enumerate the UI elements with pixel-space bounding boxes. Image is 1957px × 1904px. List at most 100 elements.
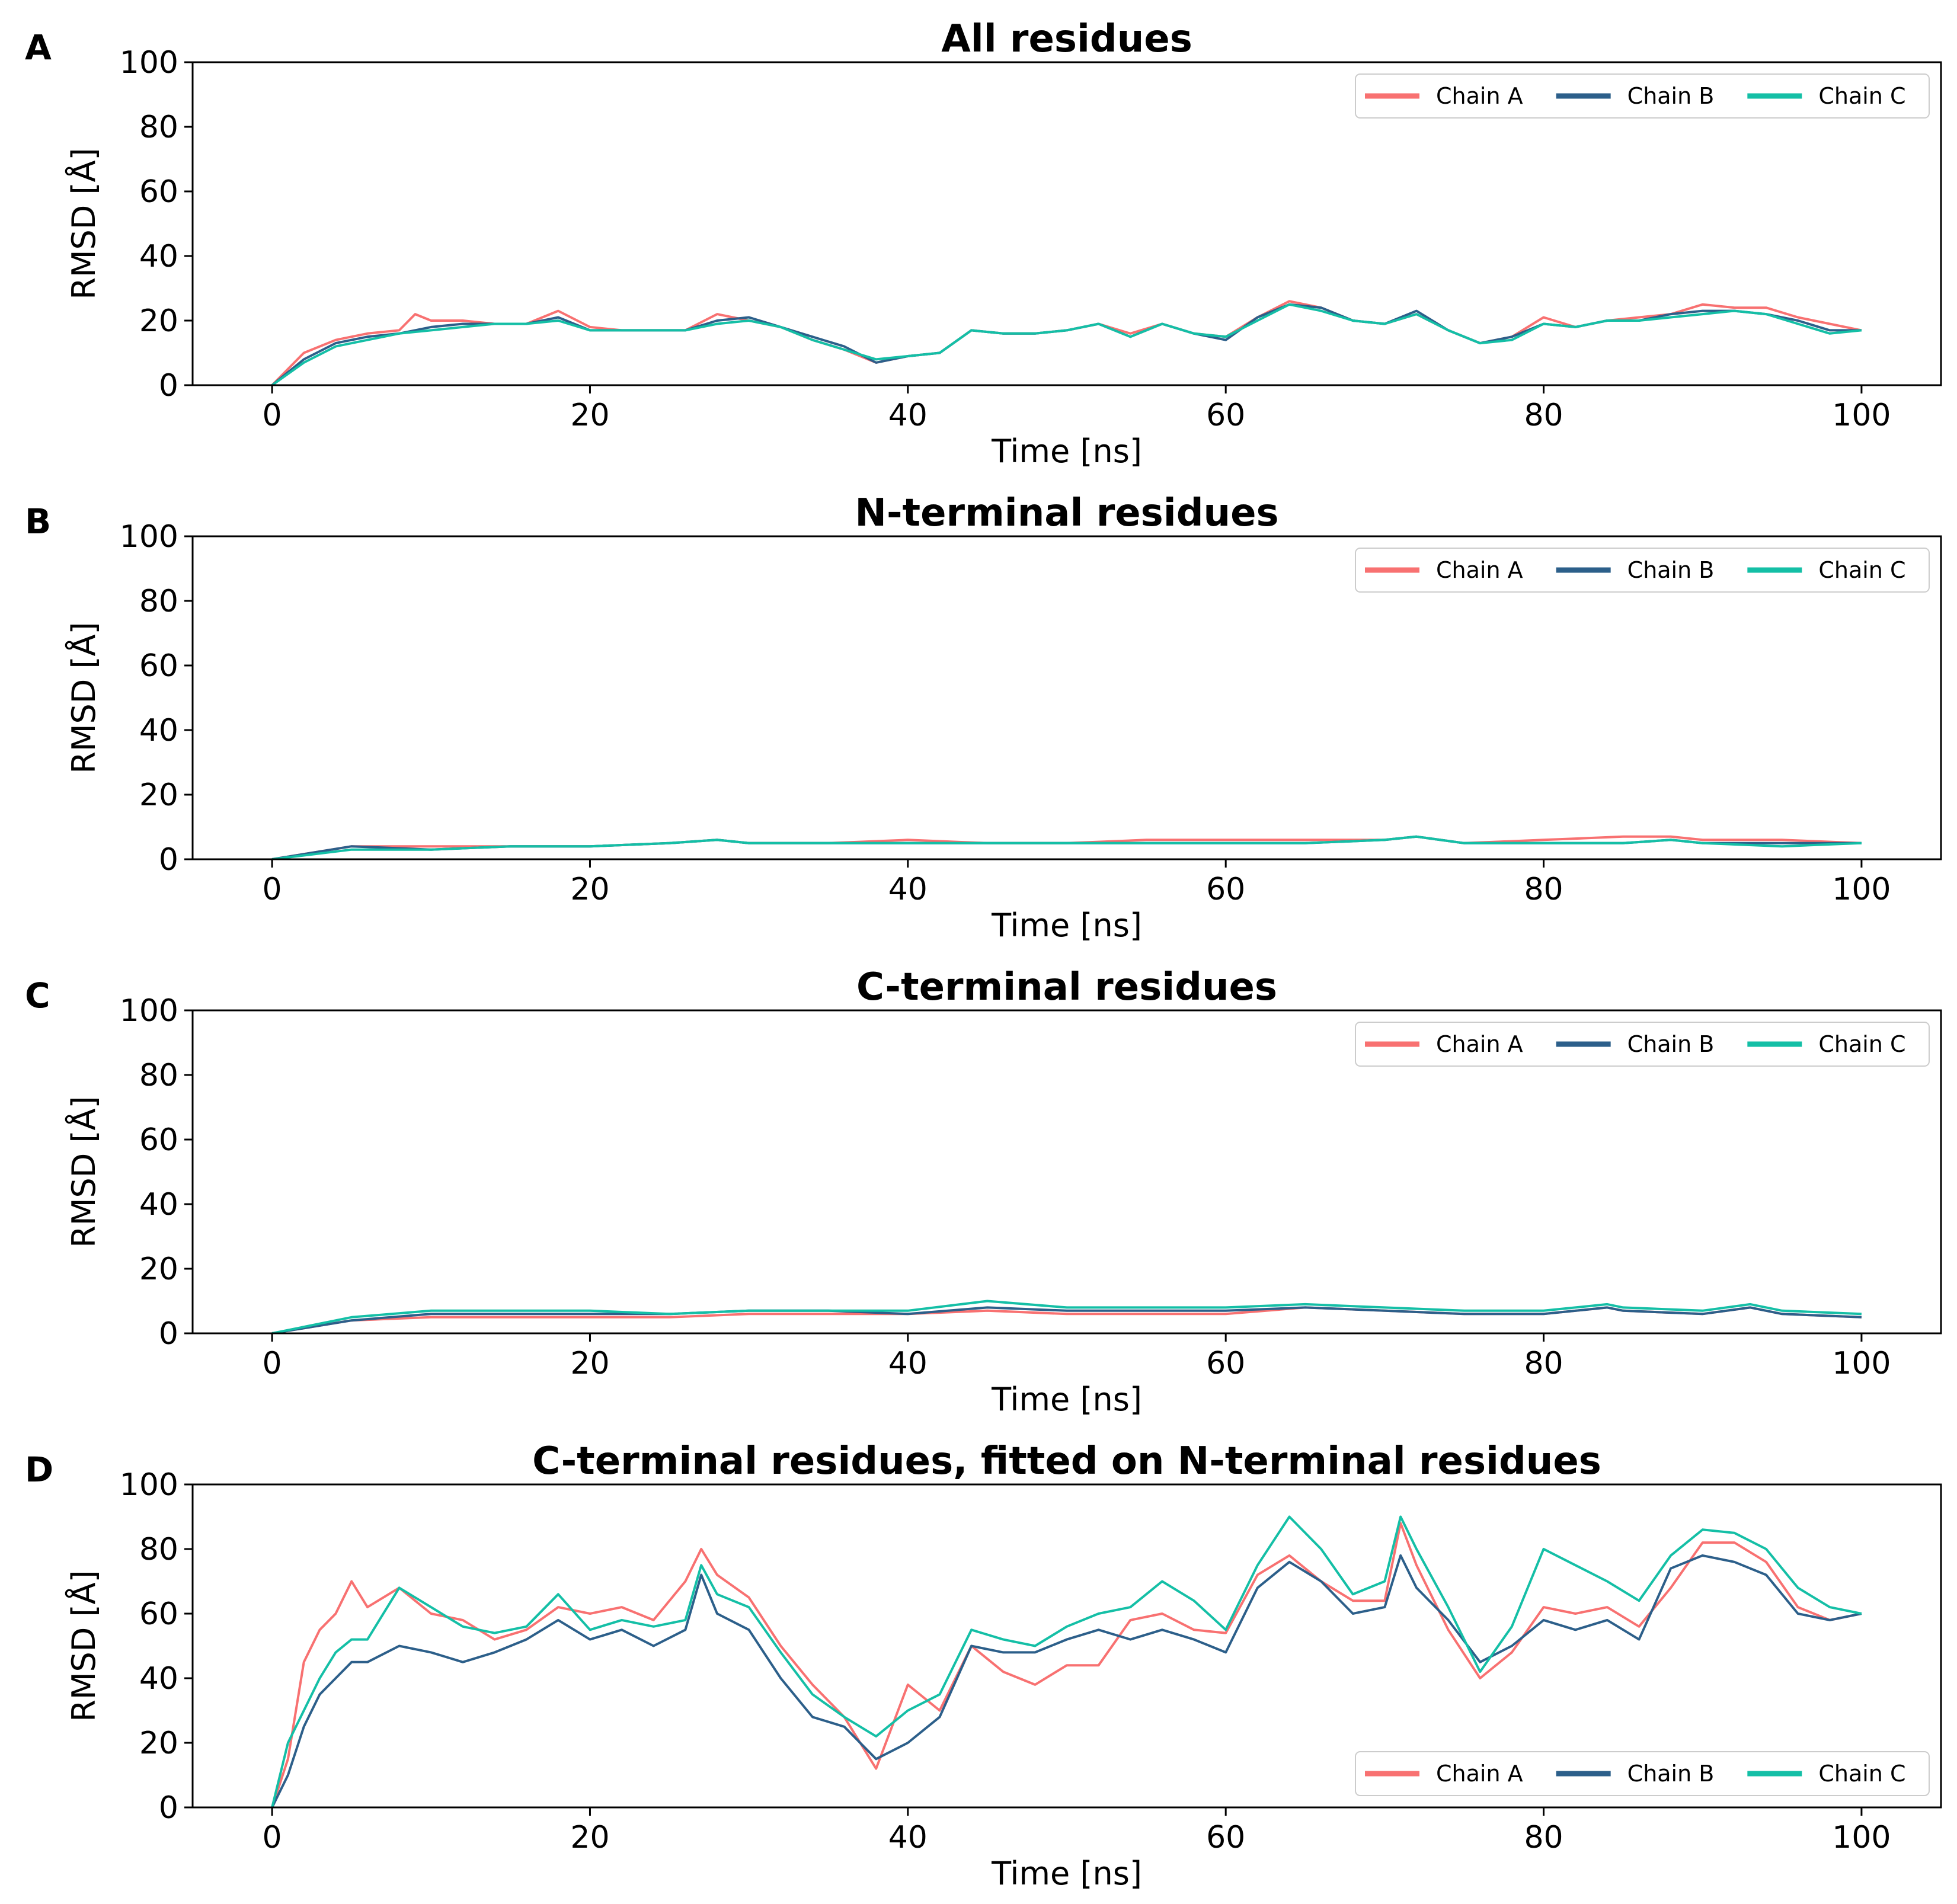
x-tick-label: 60 (1206, 872, 1245, 907)
x-tick-label: 100 (1832, 398, 1891, 433)
series-line-chain-a (271, 835, 1862, 859)
y-axis-label: RMSD [Å] (65, 622, 103, 773)
legend: Chain A Chain B Chain C (1355, 1751, 1930, 1796)
y-tick-label: 80 (139, 1058, 178, 1093)
series-line-chain-b (271, 835, 1862, 859)
y-tick-label: 40 (139, 1661, 178, 1697)
y-tick-label: 20 (139, 303, 178, 339)
x-axis-label: Time [ns] (991, 1855, 1142, 1892)
legend-entry: Chain A (1436, 1031, 1523, 1057)
y-tick-label: 100 (120, 993, 178, 1029)
legend-entry: Chain C (1818, 83, 1905, 109)
y-tick-label: 20 (139, 1726, 178, 1761)
panel-label: A (25, 27, 52, 68)
legend-entry: Chain B (1627, 1761, 1715, 1787)
y-tick-label: 0 (159, 368, 178, 404)
x-tick-label: 60 (1206, 1820, 1245, 1855)
y-tick-label: 0 (159, 842, 178, 878)
x-tick-label: 20 (570, 398, 609, 433)
series-line-chain-b (271, 1554, 1862, 1807)
chart-title: All residues (941, 17, 1192, 61)
x-tick-label: 40 (888, 872, 928, 907)
panel-label: B (25, 501, 51, 542)
y-tick-label: 100 (120, 519, 178, 555)
y-tick-label: 40 (139, 713, 178, 748)
y-tick-label: 80 (139, 584, 178, 619)
legend-entry: Chain A (1436, 83, 1523, 109)
y-tick-label: 80 (139, 110, 178, 145)
x-axis-label: Time [ns] (991, 433, 1142, 470)
legend-entry: Chain B (1627, 1031, 1715, 1057)
panel-label: C (25, 975, 50, 1016)
y-axis-label: RMSD [Å] (65, 148, 103, 299)
x-axis-label: Time [ns] (991, 907, 1142, 944)
x-tick-label: 20 (570, 872, 609, 907)
chart-panel-b: B N-terminal residues 0 20 40 60 80 100 0 20 40 60 8… (25, 491, 1942, 944)
y-tick-label: 80 (139, 1532, 178, 1567)
chart-panel-a: A All residues 0 20 40 60 80 100 0 20 40 60 80 100 Tim… (25, 17, 1942, 470)
series-line-chain-c (271, 1300, 1862, 1333)
plot-frame (191, 535, 1942, 860)
x-tick-label: 0 (263, 398, 282, 433)
plot-frame (191, 1009, 1942, 1335)
x-tick-label: 20 (570, 1346, 609, 1381)
legend-box (1355, 1751, 1930, 1796)
x-axis-label: Time [ns] (991, 1381, 1142, 1418)
legend-entry: Chain C (1818, 1761, 1905, 1787)
series-line-chain-c (271, 835, 1862, 859)
x-tick-label: 80 (1524, 1346, 1563, 1381)
chart-title: N-terminal residues (855, 491, 1278, 535)
x-tick-label: 100 (1832, 1346, 1891, 1381)
x-tick-label: 40 (888, 398, 928, 433)
series-line-chain-a (271, 1522, 1862, 1807)
y-tick-label: 20 (139, 1252, 178, 1287)
y-tick-label: 40 (139, 239, 178, 274)
y-tick-label: 60 (139, 1122, 178, 1158)
legend-entry: Chain B (1627, 83, 1715, 109)
chart-panel-c: C C-terminal residues 0 20 40 60 80 100 0 20 40 60 8… (25, 965, 1942, 1418)
y-tick-label: 0 (159, 1316, 178, 1352)
x-tick-label: 20 (570, 1820, 609, 1855)
legend-entry: Chain C (1818, 1031, 1905, 1057)
plot-frame (191, 1483, 1942, 1809)
x-tick-label: 80 (1524, 1820, 1563, 1855)
legend: Chain A Chain B Chain C (1355, 73, 1930, 119)
panel-label: D (25, 1449, 53, 1490)
legend-box (1355, 548, 1930, 593)
x-tick-label: 100 (1832, 1820, 1891, 1855)
y-tick-label: 100 (120, 1467, 178, 1503)
series-line-chain-b (271, 1306, 1862, 1333)
series-line-chain-c (271, 1515, 1862, 1807)
series-line-chain-b (271, 303, 1862, 385)
series-line-chain-a (271, 300, 1862, 385)
x-tick-label: 80 (1524, 398, 1563, 433)
x-tick-label: 60 (1206, 1346, 1245, 1381)
y-tick-label: 60 (139, 1596, 178, 1632)
y-tick-label: 20 (139, 777, 178, 813)
chart-panel-d: D C-terminal residues, fitted on N-termin… (25, 1439, 1942, 1892)
x-tick-label: 0 (263, 1820, 282, 1855)
x-tick-label: 0 (263, 1346, 282, 1381)
legend-box (1355, 1022, 1930, 1067)
y-axis-label: RMSD [Å] (65, 1096, 103, 1247)
legend-box (1355, 73, 1930, 119)
chart-title: C-terminal residues, fitted on N-termina… (532, 1439, 1601, 1483)
plot-frame (191, 61, 1942, 386)
chart-title: C-terminal residues (856, 965, 1277, 1009)
y-tick-label: 60 (139, 174, 178, 210)
x-tick-label: 80 (1524, 872, 1563, 907)
y-tick-label: 40 (139, 1187, 178, 1223)
x-tick-label: 40 (888, 1820, 928, 1855)
x-tick-label: 100 (1832, 872, 1891, 907)
x-tick-label: 40 (888, 1346, 928, 1381)
y-tick-label: 100 (120, 45, 178, 81)
series-line-chain-c (271, 303, 1862, 385)
x-tick-label: 0 (263, 872, 282, 907)
x-tick-label: 60 (1206, 398, 1245, 433)
legend: Chain A Chain B Chain C (1355, 1022, 1930, 1067)
legend-entry: Chain A (1436, 1761, 1523, 1787)
y-tick-label: 60 (139, 648, 178, 684)
legend-entry: Chain B (1627, 557, 1715, 583)
legend-entry: Chain C (1818, 557, 1905, 583)
